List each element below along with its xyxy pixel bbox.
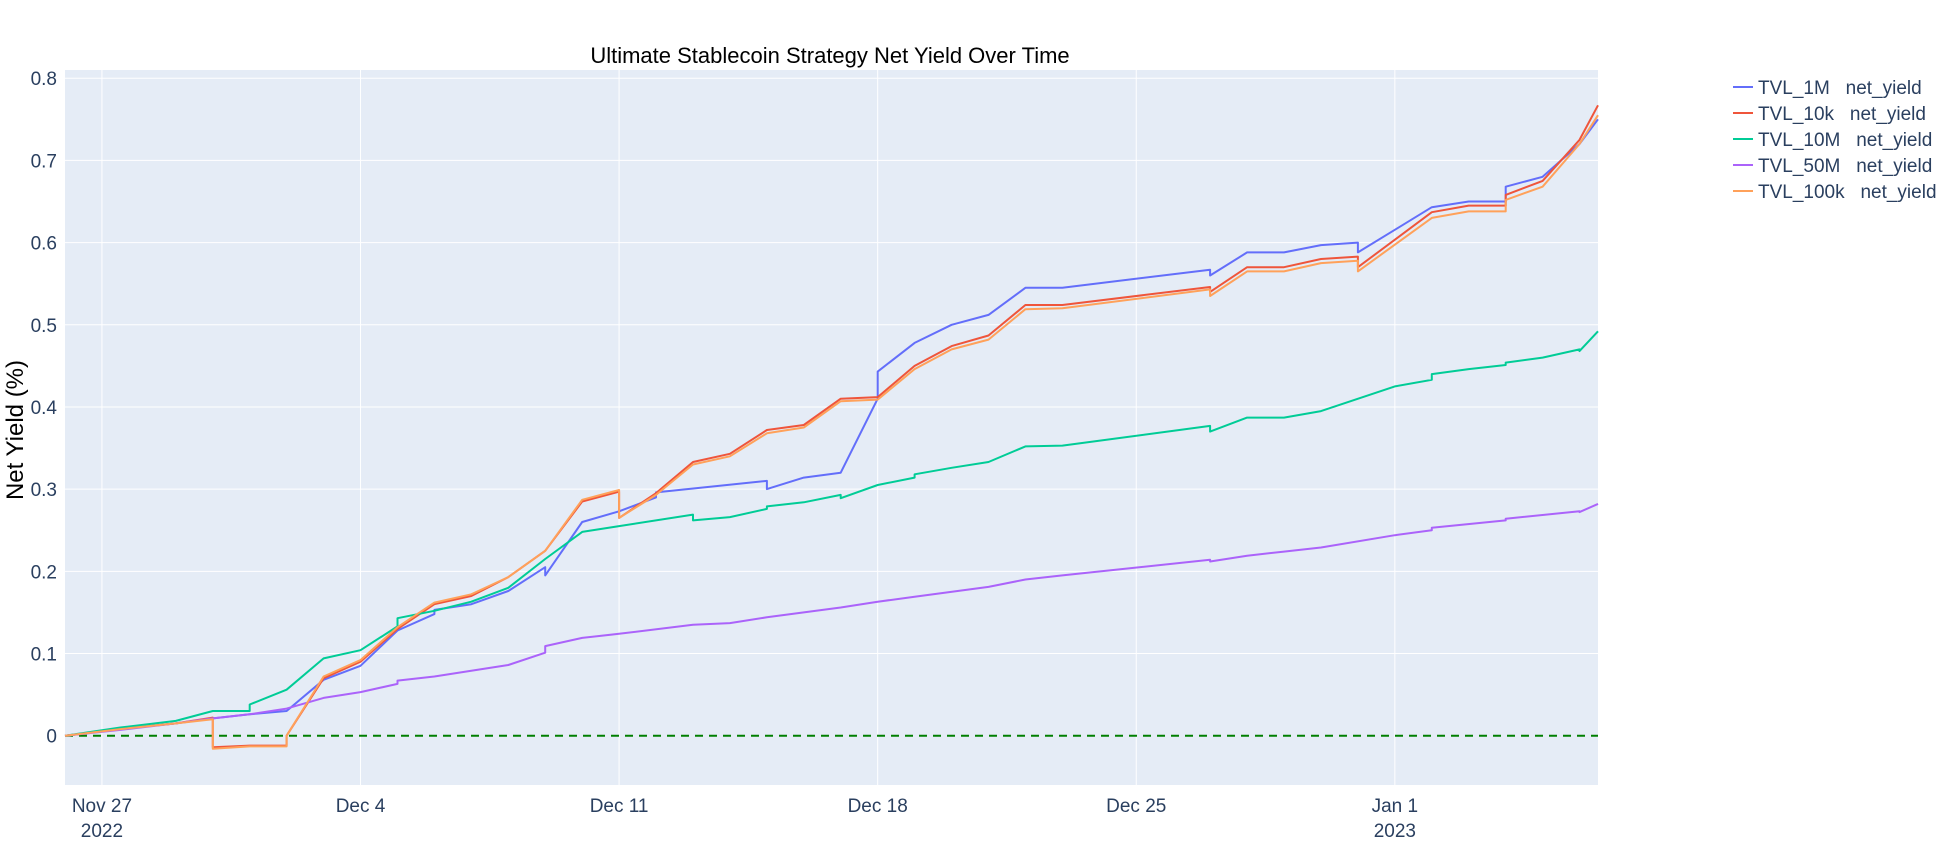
legend-label: TVL_50M net_yield bbox=[1758, 156, 1932, 177]
legend-item-4[interactable]: TVL_50M net_yield bbox=[1733, 156, 1932, 177]
x-tick-label: Dec 4 bbox=[336, 796, 386, 817]
legend-item-3[interactable]: TVL_10M net_yield bbox=[1733, 130, 1932, 151]
y-tick-label: 0.7 bbox=[31, 151, 57, 172]
y-axis-title: Net Yield (%) bbox=[2, 360, 29, 500]
series-lines bbox=[64, 104, 1599, 750]
legend-label: TVL_10M net_yield bbox=[1758, 130, 1932, 151]
chart-title: Ultimate Stablecoin Strategy Net Yield O… bbox=[590, 43, 1069, 68]
x-tick-label: Dec 11 bbox=[590, 796, 649, 817]
series-line-4 bbox=[64, 502, 1599, 737]
x-tick-year-label: 2023 bbox=[1374, 821, 1416, 840]
legend-item-5[interactable]: TVL_100k net_yield bbox=[1733, 182, 1937, 203]
y-tick-label: 0.6 bbox=[31, 234, 57, 255]
y-tick-label: 0.1 bbox=[31, 645, 57, 666]
legend-label: TVL_1M net_yield bbox=[1758, 78, 1922, 99]
plot-area bbox=[65, 70, 1598, 785]
x-tick-label: Nov 27 bbox=[72, 796, 132, 817]
y-tick-label: 0.3 bbox=[31, 480, 57, 501]
y-tick-label: 0.2 bbox=[31, 562, 57, 583]
legend-label: TVL_10k net_yield bbox=[1758, 104, 1926, 125]
y-tick-label: 0 bbox=[46, 727, 57, 748]
x-tick-year-label: 2022 bbox=[81, 821, 123, 840]
series-line-5 bbox=[64, 114, 1599, 750]
x-tick-label: Jan 1 bbox=[1372, 796, 1418, 817]
series-line-3 bbox=[64, 330, 1599, 737]
series-line-1 bbox=[64, 118, 1599, 737]
axes: 0 0.1 0.2 0.3 0.4 0.5 0.6 0.7 0.8 Nov 27 2022 Dec 4… bbox=[31, 69, 1418, 842]
x-tick-label: Dec 25 bbox=[1106, 796, 1166, 817]
legend-item-2[interactable]: TVL_10k net_yield bbox=[1733, 104, 1926, 125]
grid bbox=[65, 70, 1598, 785]
legend-item-1[interactable]: TVL_1M net_yield bbox=[1733, 78, 1922, 99]
y-tick-label: 0.5 bbox=[31, 316, 57, 337]
y-tick-label: 0.4 bbox=[31, 398, 58, 419]
legend-label: TVL_100k net_yield bbox=[1758, 182, 1937, 203]
y-tick-label: 0.8 bbox=[31, 69, 57, 90]
legend[interactable]: TVL_1M net_yield TVL_10k net_yield TVL_10M… bbox=[1733, 78, 1937, 203]
x-tick-label: Dec 18 bbox=[848, 796, 908, 817]
